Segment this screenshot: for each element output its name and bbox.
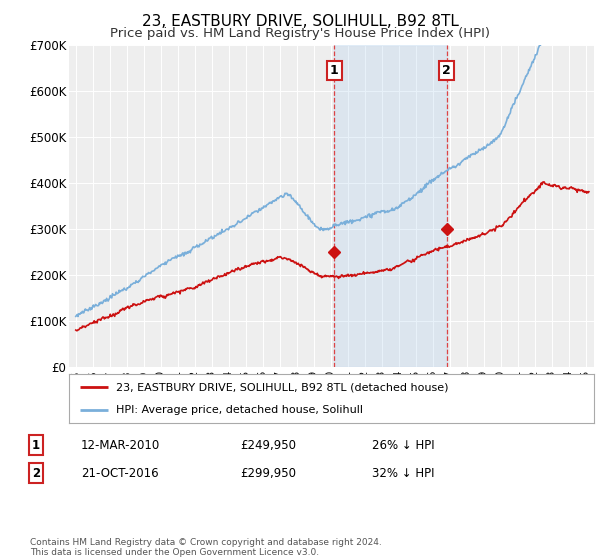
- Text: £299,950: £299,950: [240, 466, 296, 480]
- Text: 2: 2: [32, 466, 40, 480]
- Text: 1: 1: [329, 64, 338, 77]
- Text: Price paid vs. HM Land Registry's House Price Index (HPI): Price paid vs. HM Land Registry's House …: [110, 27, 490, 40]
- Bar: [334, 45, 446, 367]
- Text: 21-OCT-2016: 21-OCT-2016: [81, 466, 158, 480]
- Text: 32% ↓ HPI: 32% ↓ HPI: [372, 466, 434, 480]
- Text: 1: 1: [32, 438, 40, 452]
- Text: Contains HM Land Registry data © Crown copyright and database right 2024.
This d: Contains HM Land Registry data © Crown c…: [30, 538, 382, 557]
- Text: 23, EASTBURY DRIVE, SOLIHULL, B92 8TL: 23, EASTBURY DRIVE, SOLIHULL, B92 8TL: [142, 14, 458, 29]
- Text: 23, EASTBURY DRIVE, SOLIHULL, B92 8TL (detached house): 23, EASTBURY DRIVE, SOLIHULL, B92 8TL (d…: [116, 382, 449, 393]
- Text: HPI: Average price, detached house, Solihull: HPI: Average price, detached house, Soli…: [116, 405, 363, 416]
- Text: £249,950: £249,950: [240, 438, 296, 452]
- Text: 26% ↓ HPI: 26% ↓ HPI: [372, 438, 434, 452]
- Text: 2: 2: [442, 64, 451, 77]
- Text: 12-MAR-2010: 12-MAR-2010: [81, 438, 160, 452]
